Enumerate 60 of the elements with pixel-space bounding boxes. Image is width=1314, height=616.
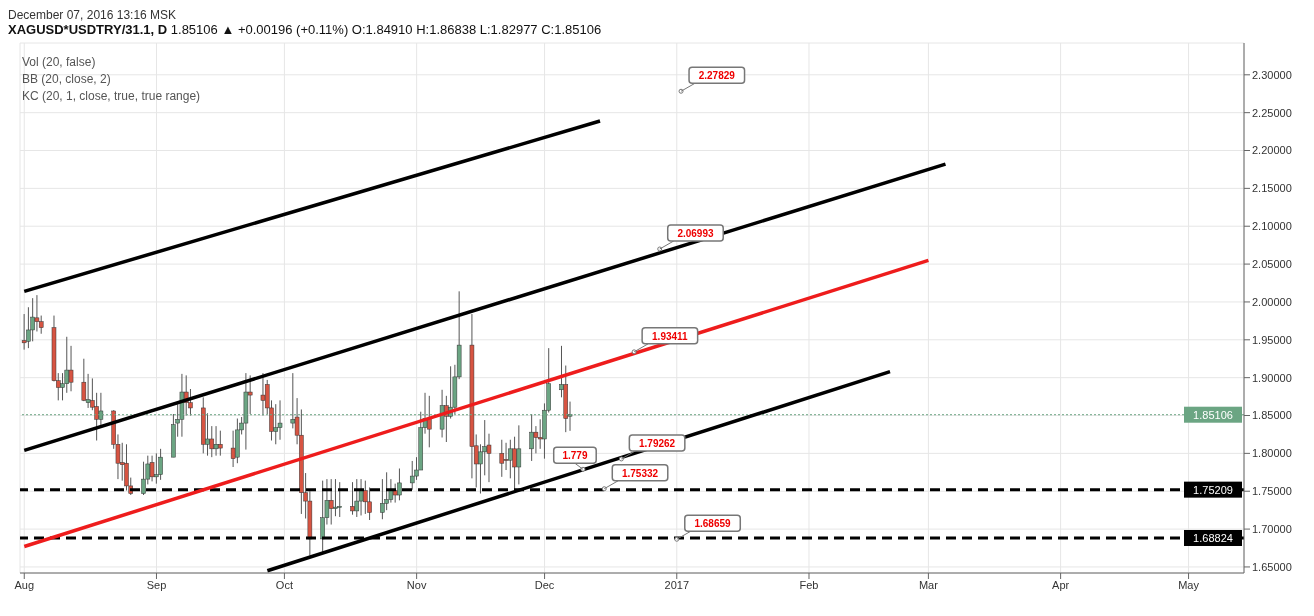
- annotation: 2.06993: [677, 228, 714, 239]
- x-tick-label: Apr: [1052, 578, 1070, 591]
- x-tick-label: Nov: [406, 578, 427, 591]
- annotation: 1.68659: [694, 518, 732, 530]
- y-tick-label: 1.90000: [1252, 371, 1292, 384]
- annotation: BB (20, close, 2): [22, 71, 112, 88]
- chart-title: XAGUSD*USDTRY/31.1, D: [8, 22, 168, 37]
- annotation: 1.779: [562, 450, 588, 462]
- annotation: 1.75332: [621, 467, 659, 479]
- y-tick-label: 2.25000: [1252, 106, 1292, 119]
- y-tick-label: 1.85000: [1252, 409, 1292, 422]
- ref-line-label: 1.68824: [1193, 531, 1233, 544]
- candlestick: [124, 443, 129, 491]
- x-tick-label: Sep: [146, 578, 167, 591]
- y-tick-label: 1.75000: [1252, 485, 1292, 498]
- candlestick: [337, 481, 342, 518]
- candlestick: [260, 372, 266, 417]
- annotation: KC (20, 1, close, true, true range): [22, 88, 201, 105]
- candlestick: [354, 478, 360, 518]
- x-tick-label: May: [1178, 578, 1200, 591]
- y-tick-label: 1.65000: [1252, 560, 1292, 573]
- candlestick: [85, 373, 91, 409]
- y-tick-label: 2.00000: [1252, 295, 1292, 308]
- x-tick-label: 2017: [664, 578, 690, 591]
- chart-subtitle: 1.85106 ▲ +0.00196 (+0.11%) O:1.84910 H:1.86838 L:1.82977 C:1.85106: [170, 22, 602, 37]
- y-tick-label: 2.20000: [1252, 144, 1292, 157]
- candlestick: [34, 294, 40, 332]
- annotation: 1.79262: [639, 437, 676, 449]
- candlestick: [68, 345, 74, 392]
- x-tick-label: Dec: [534, 578, 555, 591]
- x-tick-label: Oct: [275, 578, 293, 591]
- candlestick: [516, 424, 522, 485]
- candlestick: [409, 460, 415, 491]
- y-tick-label: 2.30000: [1252, 68, 1292, 81]
- candlestick: [392, 483, 398, 504]
- ref-line-label: 1.85106: [1193, 408, 1233, 421]
- candlestick: [158, 448, 163, 481]
- candlestick: [328, 478, 334, 526]
- candlestick: [213, 425, 219, 457]
- x-tick-label: Feb: [799, 578, 819, 591]
- ref-line-label: 1.75209: [1193, 483, 1233, 496]
- text: December 07, 2016 13:16 MSK: [8, 8, 178, 22]
- candlestick: [397, 468, 402, 501]
- y-tick-label: 1.70000: [1252, 522, 1292, 535]
- candlestick: [503, 442, 509, 471]
- y-tick-label: 2.15000: [1252, 182, 1292, 195]
- y-tick-label: 2.05000: [1252, 257, 1292, 270]
- candlestick: [350, 481, 355, 516]
- y-tick-label: 2.10000: [1252, 220, 1292, 233]
- candlestick: [358, 478, 364, 516]
- candlestick: [149, 455, 155, 482]
- candlestick: [499, 439, 505, 478]
- x-tick-label: Aug: [14, 578, 35, 591]
- annotation: 1.93411: [652, 330, 689, 342]
- x-tick-label: Mar: [918, 578, 939, 591]
- candlestick: [333, 478, 338, 517]
- annotation: Vol (20, false): [22, 54, 97, 71]
- annotation: 2.27829: [698, 70, 736, 82]
- y-tick-label: 1.80000: [1252, 447, 1292, 460]
- y-tick-label: 1.95000: [1252, 333, 1292, 346]
